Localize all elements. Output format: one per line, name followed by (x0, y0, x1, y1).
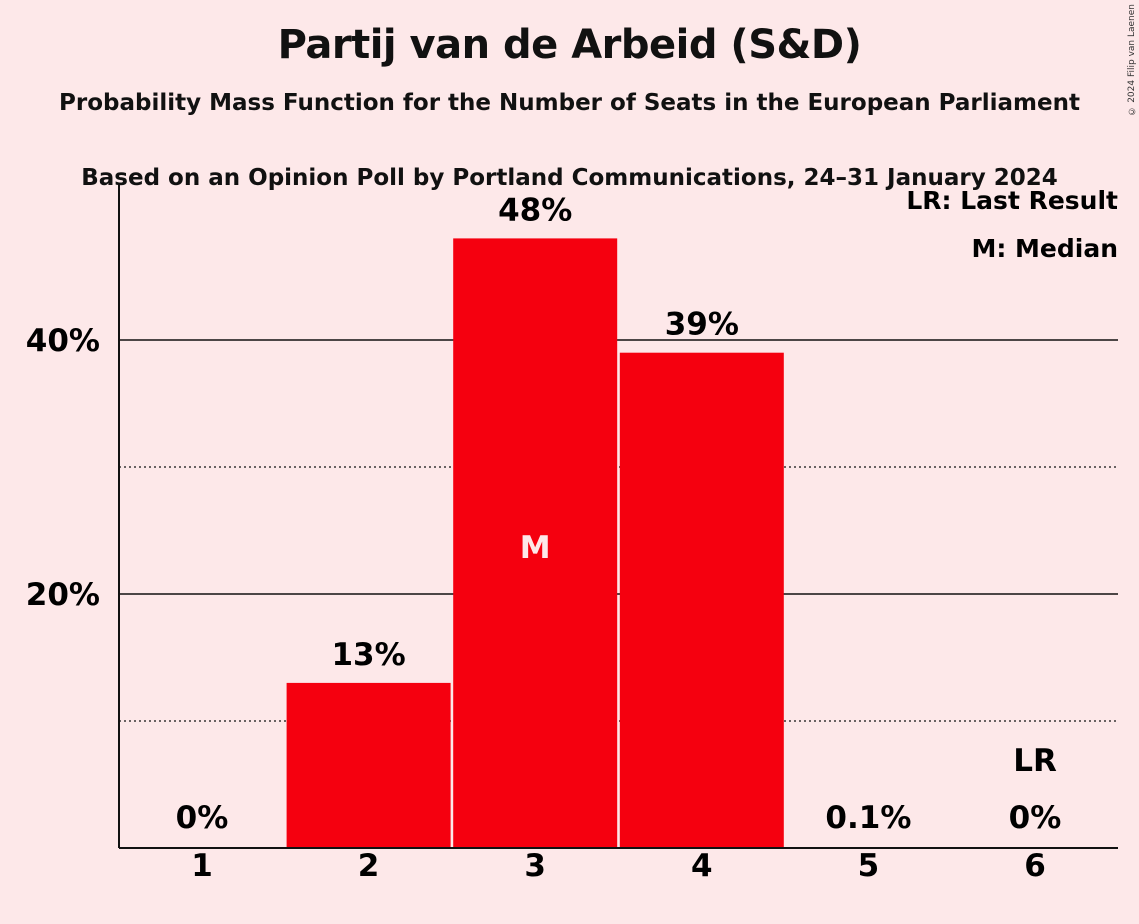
bar-4 (619, 352, 784, 848)
gridlines (119, 339, 1118, 722)
median-marker: M (520, 530, 551, 566)
data-label: 0.1% (825, 800, 911, 836)
x-tick-label: 5 (858, 848, 880, 884)
data-label: 48% (498, 192, 572, 228)
data-label: 0% (1009, 800, 1062, 836)
x-tick-label: 6 (1024, 848, 1046, 884)
data-label: 0% (176, 800, 229, 836)
x-tick-label: 1 (191, 848, 213, 884)
y-tick-label: 20% (26, 577, 100, 613)
x-tick-label: 4 (691, 848, 713, 884)
data-label: 39% (665, 307, 739, 343)
legend-last-result: LR: Last Result (906, 186, 1118, 215)
bar-2 (286, 682, 451, 848)
bars (286, 238, 784, 848)
x-tick-label: 2 (358, 848, 380, 884)
x-tick-labels: 1 2 3 4 5 6 (191, 848, 1046, 884)
chart-source: Based on an Opinion Poll by Portland Com… (81, 165, 1058, 191)
chart-subtitle: Probability Mass Function for the Number… (59, 90, 1080, 116)
legend-median: M: Median (971, 234, 1118, 263)
data-labels: 0% 13% 48% 39% 0.1% 0% M LR (176, 192, 1062, 836)
data-label: 13% (331, 637, 405, 673)
bar-3 (453, 238, 618, 848)
y-tick-labels: 20% 40% (26, 323, 100, 613)
last-result-marker: LR (1013, 743, 1057, 779)
x-tick-label: 3 (524, 848, 546, 884)
y-tick-label: 40% (26, 323, 100, 359)
chart-title: Partij van de Arbeid (S&D) (277, 22, 862, 68)
